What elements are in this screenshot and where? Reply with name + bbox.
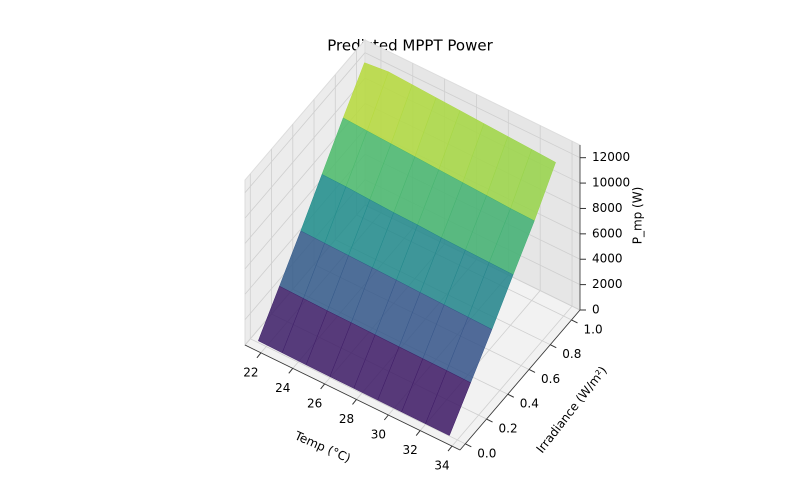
x-tick (447, 445, 453, 452)
y-tick (571, 319, 578, 324)
surface-patch (425, 370, 471, 436)
x-tick-label: 32 (403, 443, 418, 457)
y-tick (507, 393, 515, 398)
z-tick-label: 2000 (592, 277, 623, 291)
x-tick-label: 30 (371, 428, 386, 442)
axis-line (459, 309, 581, 451)
grid-line (244, 77, 366, 219)
y-tick-label: 0.8 (562, 347, 581, 361)
z-tick-label: 0 (592, 303, 600, 317)
grid-line (244, 52, 366, 193)
z-tick-label: 6000 (592, 226, 623, 240)
x-tick (415, 430, 421, 436)
grid-line (250, 338, 466, 445)
x-tick-label: 28 (339, 412, 354, 426)
y-tick-label: 0.6 (541, 372, 560, 386)
z-tick-label: 8000 (592, 201, 623, 215)
x-tick-label: 26 (307, 396, 322, 410)
x-tick (320, 383, 326, 390)
y-tick (465, 443, 472, 448)
x-tick-label: 24 (275, 381, 290, 395)
x-axis-label: Temp (°C) (292, 428, 353, 465)
chart-title: Predicted MPPT Power (327, 37, 493, 55)
grid-line (364, 52, 581, 159)
y-tick (486, 418, 493, 423)
z-tick-label: 12000 (592, 150, 630, 164)
x-tick (352, 399, 357, 405)
z-tick-label: 10000 (592, 176, 630, 190)
x-tick-label: 34 (434, 459, 449, 473)
x-tick-label: 22 (243, 365, 258, 379)
x-tick (383, 414, 389, 421)
y-tick (528, 369, 536, 373)
z-axis-label: P_mp (W) (631, 187, 645, 245)
z-tick-label: 4000 (592, 252, 623, 266)
axis-line (244, 344, 461, 451)
y-tick (550, 344, 557, 349)
y-tick-label: 1.0 (584, 322, 603, 336)
x-tick (256, 352, 262, 359)
y-tick-label: 0.4 (520, 397, 539, 411)
grid-line (451, 305, 573, 447)
y-tick-label: 0.2 (499, 422, 518, 436)
y-tick-label: 0.0 (477, 446, 496, 460)
x-tick (288, 368, 294, 374)
